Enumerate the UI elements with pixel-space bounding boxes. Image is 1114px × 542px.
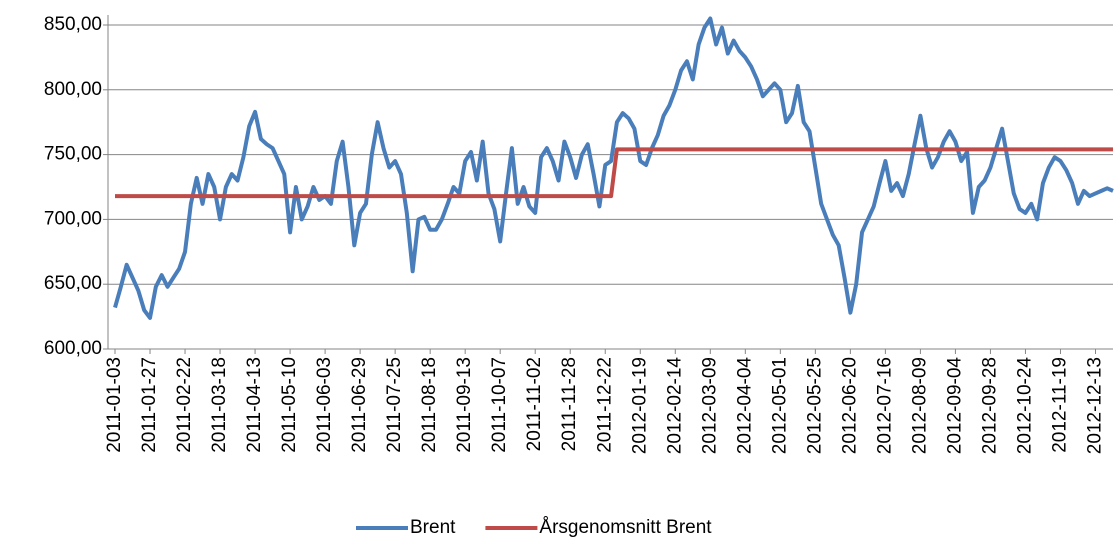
x-tick-label: 2012-11-19 bbox=[1049, 357, 1070, 453]
y-tick-label: 800,00 bbox=[44, 79, 102, 100]
x-tick-label: 2012-03-09 bbox=[699, 357, 720, 454]
x-tick-label: 2012-05-01 bbox=[769, 357, 790, 454]
legend-label: Årsgenomsnitt Brent bbox=[539, 517, 712, 538]
x-tick-label: 2012-04-04 bbox=[734, 357, 755, 455]
x-tick-label: 2012-09-28 bbox=[979, 357, 1000, 454]
x-tick-label: 2012-01-19 bbox=[629, 357, 650, 454]
x-tick-label: 2011-06-29 bbox=[349, 357, 370, 453]
x-tick-label: 2012-09-04 bbox=[944, 357, 965, 455]
x-tick-label: 2011-06-03 bbox=[314, 357, 335, 453]
x-tick-label: 2012-08-09 bbox=[909, 357, 930, 454]
x-tick-label: 2012-10-24 bbox=[1014, 357, 1035, 455]
x-tick-label: 2012-12-13 bbox=[1085, 357, 1106, 454]
x-tick-label: 2011-07-25 bbox=[384, 357, 405, 453]
legend-label: Brent bbox=[410, 517, 456, 538]
x-tick-label: 2012-06-20 bbox=[839, 357, 860, 454]
series-line bbox=[113, 16, 1114, 320]
y-tick-label: 850,00 bbox=[44, 14, 102, 35]
x-tick-label: 2011-03-18 bbox=[209, 357, 230, 453]
y-tick-label: 650,00 bbox=[44, 273, 102, 294]
x-tick-label: 2012-07-16 bbox=[874, 357, 895, 454]
x-tick-label: 2011-05-10 bbox=[279, 357, 300, 453]
x-tick-label: 2012-05-25 bbox=[804, 357, 825, 454]
x-tick-label: 2012-02-14 bbox=[664, 357, 685, 455]
x-tick-label: 2011-08-18 bbox=[419, 357, 440, 453]
x-tick-label: 2011-04-13 bbox=[244, 357, 265, 453]
x-tick-label: 2011-01-27 bbox=[139, 357, 160, 453]
y-tick-label: 600,00 bbox=[44, 338, 102, 359]
x-tick-label: 2011-12-22 bbox=[594, 357, 615, 453]
x-tick-label: 2011-01-03 bbox=[104, 357, 125, 453]
x-tick-label: 2011-11-28 bbox=[559, 357, 580, 451]
x-tick-label: 2011-02-22 bbox=[174, 357, 195, 453]
series-line bbox=[115, 147, 1113, 199]
x-tick-label: 2011-10-07 bbox=[489, 357, 510, 453]
x-tick-label: 2011-09-13 bbox=[454, 357, 475, 453]
x-tick-label: 2011-11-02 bbox=[524, 357, 545, 451]
y-tick-label: 700,00 bbox=[44, 208, 102, 229]
y-tick-label: 750,00 bbox=[44, 144, 102, 165]
